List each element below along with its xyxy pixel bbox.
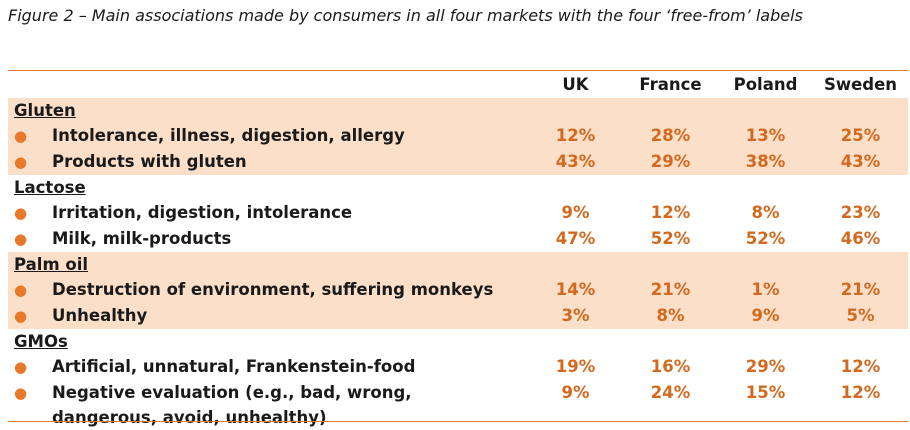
value-cell: 28% <box>623 123 718 149</box>
item-label: Intolerance, illness, digestion, allergy <box>52 126 405 145</box>
table-row: ● Products with gluten 43% 29% 38% 43% <box>8 149 908 175</box>
column-header-france: France <box>639 75 702 94</box>
table-row: ● Negative evaluation (e.g., bad, wrong, … <box>8 380 908 430</box>
top-rule <box>8 70 908 71</box>
group-name: Gluten <box>8 98 908 123</box>
value-cell: 8% <box>751 203 780 222</box>
bullet-icon: ● <box>14 307 28 325</box>
table-row: ● Intolerance, illness, digestion, allerg… <box>8 123 908 149</box>
value-cell: 5% <box>813 303 908 329</box>
table-row: ● Unhealthy 3% 8% 9% 5% <box>8 303 908 329</box>
table-row: ● Artificial, unnatural, Frankenstein-foo… <box>8 354 908 380</box>
value-cell: 23% <box>840 203 881 222</box>
column-header-poland: Poland <box>733 75 798 94</box>
value-cell: 9% <box>718 303 813 329</box>
value-cell: 13% <box>718 123 813 149</box>
bullet-icon: ● <box>14 358 28 376</box>
value-cell: 3% <box>528 303 623 329</box>
value-cell: 19% <box>555 357 596 376</box>
column-header-uk: UK <box>562 75 589 94</box>
bullet-icon: ● <box>14 230 28 248</box>
value-cell: 9% <box>561 383 590 402</box>
value-cell: 14% <box>528 277 623 303</box>
value-cell: 12% <box>528 123 623 149</box>
header-label-cell <box>8 72 528 98</box>
group-name: Lactose <box>14 178 86 197</box>
value-cell: 12% <box>840 383 881 402</box>
value-cell: 46% <box>840 229 881 248</box>
value-cell: 29% <box>745 357 786 376</box>
table-row: ● Milk, milk-products 47% 52% 52% 46% <box>8 226 908 252</box>
item-label: Artificial, unnatural, Frankenstein-food <box>52 357 416 376</box>
value-cell: 43% <box>528 149 623 175</box>
value-cell: 38% <box>718 149 813 175</box>
item-label: Negative evaluation (e.g., bad, wrong, d… <box>52 383 412 427</box>
bullet-icon: ● <box>14 281 28 299</box>
group-row: Palm oil <box>8 252 908 277</box>
value-cell: 21% <box>623 277 718 303</box>
item-label: Milk, milk-products <box>52 229 232 248</box>
value-cell: 43% <box>813 149 908 175</box>
group-name: Palm oil <box>8 252 908 277</box>
item-label: Unhealthy <box>52 306 148 325</box>
bullet-icon: ● <box>14 384 28 402</box>
figure-caption: Figure 2 – Main associations made by con… <box>8 6 803 25</box>
table-row: ● Irritation, digestion, intolerance 9% 1… <box>8 200 908 226</box>
header-row: UK France Poland Sweden <box>8 72 908 98</box>
value-cell: 1% <box>718 277 813 303</box>
value-cell: 9% <box>561 203 590 222</box>
value-cell: 12% <box>840 357 881 376</box>
group-row: Gluten <box>8 98 908 123</box>
value-cell: 12% <box>650 203 691 222</box>
bullet-icon: ● <box>14 204 28 222</box>
group-row: Lactose <box>8 175 908 200</box>
group-row: GMOs <box>8 329 908 354</box>
value-cell: 52% <box>745 229 786 248</box>
value-cell: 16% <box>650 357 691 376</box>
bullet-icon: ● <box>14 153 28 171</box>
value-cell: 8% <box>623 303 718 329</box>
item-label: Products with gluten <box>52 152 247 171</box>
value-cell: 25% <box>813 123 908 149</box>
value-cell: 52% <box>650 229 691 248</box>
column-header-sweden: Sweden <box>823 75 898 94</box>
value-cell: 21% <box>813 277 908 303</box>
bullet-icon: ● <box>14 127 28 145</box>
table-row: ● Destruction of environment, suffering m… <box>8 277 908 303</box>
item-label: Irritation, digestion, intolerance <box>52 203 353 222</box>
item-label: Destruction of environment, suffering mo… <box>52 280 494 299</box>
value-cell: 15% <box>745 383 786 402</box>
associations-table: UK France Poland Sweden Gluten ● Intolera… <box>8 72 908 430</box>
value-cell: 24% <box>650 383 691 402</box>
bottom-rule <box>8 421 908 422</box>
value-cell: 47% <box>555 229 596 248</box>
value-cell: 29% <box>623 149 718 175</box>
group-name: GMOs <box>14 332 68 351</box>
